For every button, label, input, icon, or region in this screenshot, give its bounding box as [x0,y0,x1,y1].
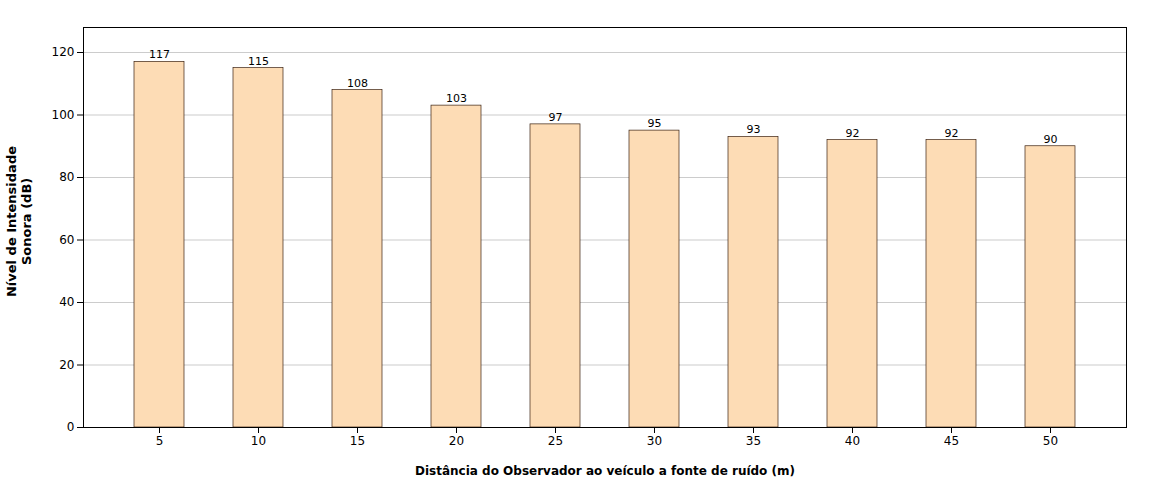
svg-text:100: 100 [52,108,75,122]
svg-text:90: 90 [1044,133,1058,146]
html-text:Nível de Intensidade Sonora (d: Nível de Intensidade Sonora (dB) [4,146,34,298]
svg-text:30: 30 [647,434,662,448]
svg-text:108: 108 [347,77,368,90]
svg-text:20: 20 [449,434,464,448]
svg-text:40: 40 [59,295,74,309]
svg-text:35: 35 [746,434,761,448]
svg-text:Distância do Observador ao veí: Distância do Observador ao veículo a fon… [415,464,795,478]
svg-text:80: 80 [59,170,74,184]
svg-text:60: 60 [59,233,74,247]
svg-text:15: 15 [350,434,365,448]
svg-text:92: 92 [846,127,860,140]
svg-text:45: 45 [944,434,959,448]
svg-text:120: 120 [52,45,75,59]
svg-text:117: 117 [149,48,170,61]
svg-text:10: 10 [251,434,266,448]
svg-text:97: 97 [549,111,563,124]
svg-text:0: 0 [67,420,75,434]
svg-text:95: 95 [648,117,662,130]
svg-text:92: 92 [945,127,959,140]
svg-text:103: 103 [446,92,467,105]
svg-text:40: 40 [845,434,860,448]
svg-text:5: 5 [156,434,164,448]
svg-text:93: 93 [747,123,761,136]
svg-text:115: 115 [248,55,269,68]
svg-text:50: 50 [1043,434,1058,448]
svg-text:25: 25 [548,434,563,448]
svg-text:20: 20 [59,358,74,372]
